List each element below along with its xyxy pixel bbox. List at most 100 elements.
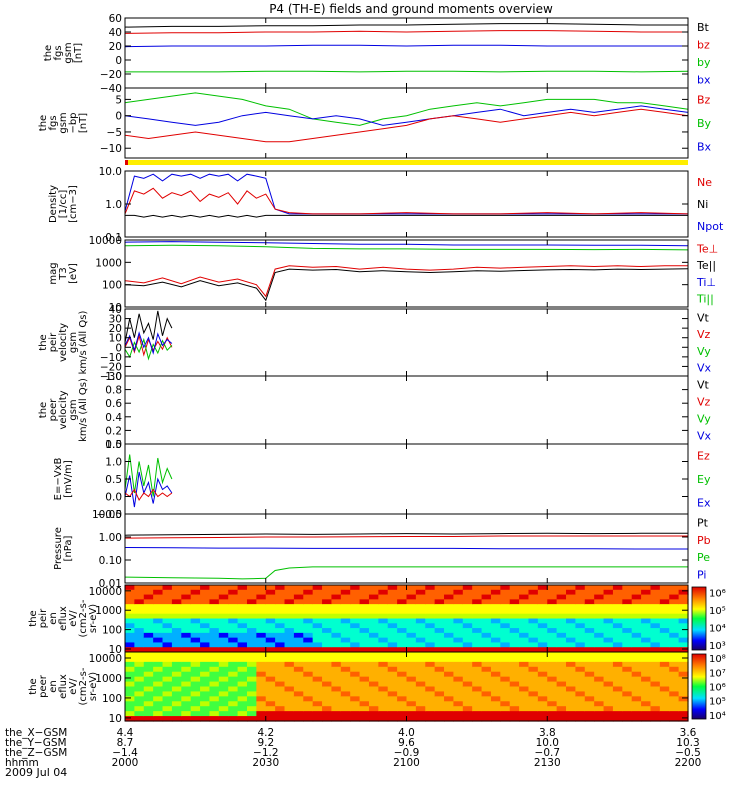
- spectrogram-cell: [397, 628, 408, 634]
- spectrogram-cell: [171, 589, 182, 596]
- x-axis-tick-label: −0.7: [535, 747, 561, 759]
- spectrogram-cell: [509, 637, 520, 644]
- spectrogram-cell: [350, 686, 361, 693]
- spectrogram-cell: [434, 656, 445, 663]
- spectrogram-cell: [594, 632, 605, 639]
- spectrogram-cell: [322, 666, 333, 673]
- spectrogram-cell: [331, 647, 342, 653]
- spectrogram-cell: [434, 637, 445, 644]
- x-axis-row-label: hhmm: [5, 757, 39, 769]
- spectrogram-cell: [566, 594, 576, 600]
- spectrogram-cell: [125, 706, 135, 712]
- spectrogram-cell: [612, 632, 623, 639]
- spectrogram-cell: [387, 666, 398, 673]
- spectrogram-cell: [284, 681, 295, 688]
- series-Vx-line: [124, 331, 173, 355]
- spectrogram-cell: [612, 656, 623, 663]
- spectrogram-cell: [368, 652, 379, 658]
- spectrogram-cell: [284, 599, 295, 605]
- spectrogram-cell: [547, 632, 558, 639]
- spectrogram-cell: [275, 608, 286, 615]
- spectrogram-cell: [359, 661, 370, 668]
- spectrogram-cell: [678, 711, 689, 717]
- spectrogram-cell: [566, 671, 576, 678]
- spectrogram-cell: [237, 671, 248, 678]
- spectrogram-cell: [415, 671, 426, 678]
- spectrogram-cell: [303, 647, 314, 653]
- spectrogram-cell: [237, 599, 248, 605]
- spectrogram-cell: [359, 706, 370, 712]
- spectrogram-cell: [200, 671, 211, 678]
- spectrogram-cell: [125, 691, 135, 697]
- spectrogram-cell: [556, 613, 567, 620]
- spectrogram-cell: [425, 604, 436, 610]
- spectrogram-cell: [678, 706, 689, 712]
- spectrogram-cell: [153, 637, 164, 644]
- spectrogram-cell: [397, 618, 408, 624]
- spectrogram-cell: [603, 637, 614, 644]
- spectrogram-cell: [472, 671, 483, 678]
- spectrogram-cell: [303, 585, 314, 591]
- spectrogram-cell: [322, 585, 333, 591]
- y-axis-label: fgs: [53, 45, 64, 60]
- spectrogram-cell: [134, 618, 145, 624]
- spectrogram-cell: [209, 642, 220, 648]
- spectrogram-cell: [340, 589, 351, 596]
- spectrogram-cell: [378, 676, 389, 683]
- spectrogram-cell: [284, 696, 295, 702]
- spectrogram-cell: [190, 686, 201, 693]
- spectrogram-cell: [669, 604, 680, 610]
- spectrogram-cell: [303, 637, 314, 644]
- spectrogram-cell: [293, 652, 304, 658]
- spectrogram-cell: [190, 706, 201, 712]
- spectrogram-cell: [143, 652, 154, 658]
- spectrogram-cell: [547, 656, 558, 663]
- spectrogram-cell: [415, 628, 426, 634]
- spectrogram-cell: [190, 691, 201, 697]
- spectrogram-cell: [162, 618, 173, 624]
- y-tick-label: 0.5: [105, 474, 122, 486]
- spectrogram-cell: [387, 681, 398, 688]
- spectrogram-cell: [303, 706, 314, 712]
- spectrogram-cell: [434, 701, 445, 707]
- spectrogram-cell: [472, 716, 483, 722]
- spectrogram-cell: [566, 647, 576, 653]
- spectrogram-cell: [284, 608, 295, 615]
- spectrogram-cell: [500, 589, 511, 596]
- spectrogram-cell: [125, 589, 135, 596]
- spectrogram-cell: [387, 613, 398, 620]
- spectrogram-cell: [293, 613, 304, 620]
- spectrogram-cell: [575, 628, 586, 634]
- spectrogram-cell: [631, 696, 642, 702]
- spectrogram-cell: [453, 594, 464, 600]
- spectrogram-cell: [256, 589, 267, 596]
- spectrogram-cell: [218, 604, 229, 610]
- spectrogram-cell: [444, 676, 455, 683]
- spectrogram-cell: [293, 585, 304, 591]
- spectrogram-cell: [387, 585, 398, 591]
- spectrogram-cell: [509, 599, 520, 605]
- spectrogram-cell: [528, 686, 539, 693]
- spectrogram-cell: [171, 716, 182, 722]
- spectrogram-cell: [200, 696, 211, 702]
- spectrogram-cell: [322, 696, 333, 702]
- spectrogram-cell: [650, 632, 661, 639]
- spectrogram-cell: [584, 696, 595, 702]
- spectrogram-cell: [547, 711, 558, 717]
- spectrogram-cell: [256, 701, 267, 707]
- spectrogram-cell: [397, 701, 408, 707]
- spectrogram-cell: [490, 706, 501, 712]
- spectrogram-cell: [406, 661, 417, 668]
- spectrogram-cell: [612, 589, 623, 596]
- spectrogram-cell: [209, 623, 220, 629]
- spectrogram-cell: [415, 618, 426, 624]
- spectrogram-cell: [406, 671, 417, 678]
- spectrogram-cell: [143, 656, 154, 663]
- spectrogram-cell: [256, 604, 267, 610]
- spectrogram-cell: [659, 686, 670, 693]
- spectrogram-cell: [218, 637, 229, 644]
- spectrogram-cell: [397, 686, 408, 693]
- spectrogram-cell: [284, 589, 295, 596]
- spectrogram-cell: [659, 691, 670, 697]
- spectrogram-cell: [519, 691, 530, 697]
